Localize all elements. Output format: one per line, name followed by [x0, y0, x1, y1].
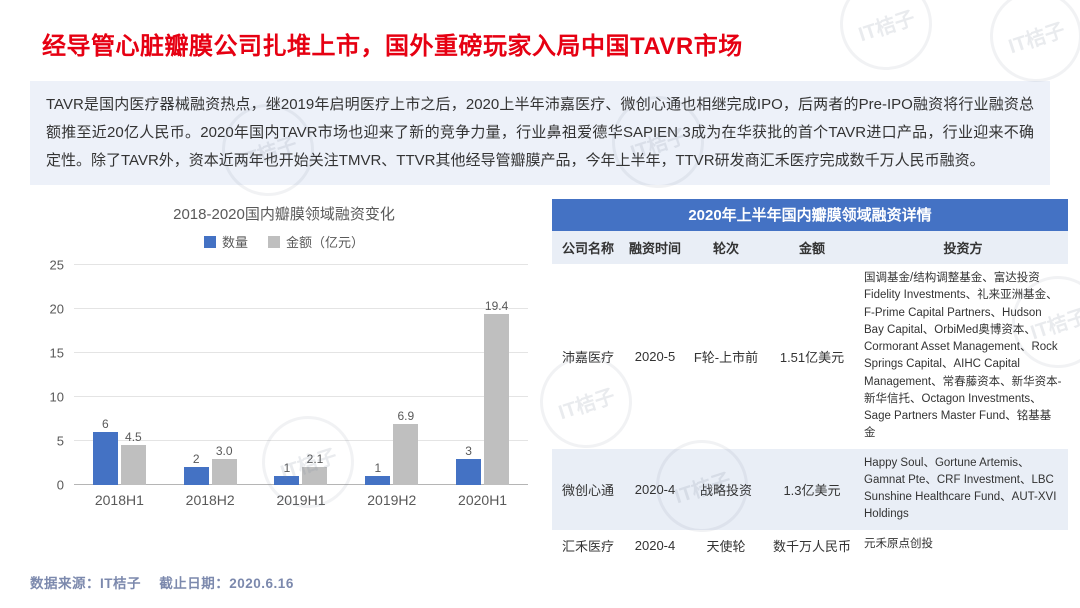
- gridline: [74, 352, 528, 353]
- bar-group: 1 2.1: [274, 451, 328, 485]
- bar: [92, 432, 118, 485]
- column-header-amount: 金额: [766, 231, 858, 264]
- bar-value-label: 2: [192, 452, 200, 467]
- y-tick-label: 10: [49, 389, 64, 405]
- cell-amount: 1.3亿美元: [766, 448, 858, 530]
- page-title: 经导管心脏瓣膜公司扎堆上市，国外重磅玩家入局中国TAVR市场: [42, 33, 743, 60]
- bar-value-label: 6.9: [397, 409, 415, 424]
- x-axis-label: 2019H1: [276, 492, 326, 508]
- table-row: 微创心通 2020-4 战略投资 1.3亿美元 Happy Soul、Gortu…: [552, 448, 1068, 530]
- gridline: [74, 308, 528, 309]
- bar: [302, 466, 328, 485]
- column-header-company: 公司名称: [552, 231, 624, 264]
- cell-round: 天使轮: [706, 538, 746, 554]
- bar-value-label: 1: [374, 461, 382, 476]
- y-tick-label: 0: [56, 477, 64, 493]
- chart-plot: 6 4.5 2 3.0 1 2.1 1 6.9 3 19.4: [74, 264, 528, 485]
- funding-table-section: 2020年上半年国内瓣膜领域融资详情 公司名称 融资时间 轮次 金额 投资方: [552, 199, 1068, 561]
- bars-row: 6 4.5 2 3.0 1 2.1 1 6.9 3 19.4: [74, 265, 528, 485]
- legend-item-count: 数量: [203, 232, 248, 251]
- bar: [393, 424, 419, 485]
- x-axis-label: 2018H1: [94, 492, 144, 508]
- legend-swatch-count: [203, 235, 216, 248]
- bar: [456, 458, 482, 485]
- column-header-round: 轮次: [686, 231, 766, 264]
- data-source-label: 数据来源：IT桔子: [30, 576, 141, 591]
- cell-company: 沛嘉医疗: [561, 349, 614, 365]
- chart-title: 2018-2020国内瓣膜领域融资变化: [173, 206, 395, 223]
- chart-legend: 数量 金额（亿元）: [40, 232, 528, 251]
- main-content: 2018-2020国内瓣膜领域融资变化 数量 金额（亿元） 0 5 10 15 20 25…: [30, 199, 1068, 561]
- legend-item-amount: 金额（亿元）: [268, 232, 364, 251]
- x-axis-line: [74, 484, 528, 485]
- deadline-label: 截止日期：2020.6.16: [159, 576, 294, 591]
- cell-investors: 国调基金/结构调整基金、富达投资Fidelity Investments、礼来亚…: [864, 272, 1062, 440]
- bar: [274, 476, 300, 485]
- cell-date: 2020-4: [624, 448, 686, 530]
- bar-value-label: 3.0: [215, 443, 233, 458]
- bar-group: 2 3.0: [183, 443, 237, 485]
- y-tick-label: 20: [49, 301, 64, 317]
- y-tick-label: 5: [56, 433, 64, 449]
- chart-y-axis: 0 5 10 15 20 25: [40, 259, 74, 492]
- bar-value-label: 19.4: [484, 299, 509, 314]
- legend-label-count: 数量: [221, 235, 248, 250]
- bar-value-label: 6: [102, 417, 109, 432]
- bar-value-label: 3: [465, 443, 472, 458]
- cell-amount: 数千万人民币: [772, 538, 851, 554]
- y-tick-label: 25: [49, 257, 64, 273]
- cell-amount: 1.51亿美元: [779, 349, 845, 365]
- x-axis-label: 2020H1: [458, 492, 508, 508]
- cell-round: 战略投资: [686, 448, 766, 530]
- x-axis-label: 2018H2: [185, 492, 235, 508]
- chart-x-labels: 2018H1 2018H2 2019H1 2019H2 2020H1: [74, 492, 528, 508]
- bar: [365, 476, 391, 485]
- table-row: 汇禾医疗 2020-4 天使轮 数千万人民币 元禾原点创投: [552, 530, 1068, 561]
- y-tick-label: 15: [49, 345, 64, 361]
- gridline: [74, 264, 528, 265]
- cell-round: F轮-上市前: [693, 349, 759, 365]
- table-title: 2020年上半年国内瓣膜领域融资详情: [552, 199, 1068, 231]
- column-header-date: 融资时间: [624, 231, 686, 264]
- legend-label-amount: 金额（亿元）: [286, 235, 365, 250]
- bar: [484, 314, 510, 485]
- bar-value-label: 2.1: [306, 451, 324, 466]
- bar-group: 6 4.5: [92, 417, 146, 485]
- bar-value-label: 4.5: [125, 430, 142, 445]
- table-row: 沛嘉医疗 2020-5 F轮-上市前 1.51亿美元 国调基金/结构调整基金、富…: [552, 264, 1068, 449]
- bar: [211, 458, 237, 485]
- gridline: [74, 396, 528, 397]
- legend-swatch-amount: [268, 235, 280, 248]
- chart-body: 0 5 10 15 20 25 6 4.5 2 3.0 1 2.1 1 6.9 3 19.4: [40, 259, 528, 492]
- bar-value-label: 1: [283, 461, 291, 476]
- cell-investors: Happy Soul、Gortune Artemis、Gamnat Pte、CR…: [858, 448, 1068, 530]
- bar-group: 1 6.9: [365, 409, 419, 485]
- bar-group: 3 19.4: [456, 299, 510, 485]
- cell-investors: 元禾原点创投: [864, 538, 933, 551]
- cell-date: 2020-4: [634, 537, 676, 553]
- gridline: [74, 440, 528, 441]
- intro-paragraph: TAVR是国内医疗器械融资热点，继2019年启明医疗上市之后，2020上半年沛嘉…: [30, 81, 1050, 185]
- funding-chart: 2018-2020国内瓣膜领域融资变化 数量 金额（亿元） 0 5 10 15 20 25…: [40, 199, 528, 561]
- cell-company: 微创心通: [552, 448, 624, 530]
- funding-table: 公司名称 融资时间 轮次 金额 投资方 沛嘉医疗 2020-5 F轮-上市前 1…: [552, 231, 1068, 561]
- cell-company: 汇禾医疗: [561, 538, 614, 554]
- footer: 数据来源：IT桔子 截止日期：2020.6.16: [30, 572, 308, 592]
- bar: [120, 445, 146, 485]
- x-axis-label: 2019H2: [367, 492, 417, 508]
- cell-date: 2020-5: [634, 348, 676, 364]
- column-header-investors: 投资方: [858, 231, 1068, 264]
- table-header-row: 公司名称 融资时间 轮次 金额 投资方: [552, 231, 1068, 264]
- bar: [183, 467, 209, 485]
